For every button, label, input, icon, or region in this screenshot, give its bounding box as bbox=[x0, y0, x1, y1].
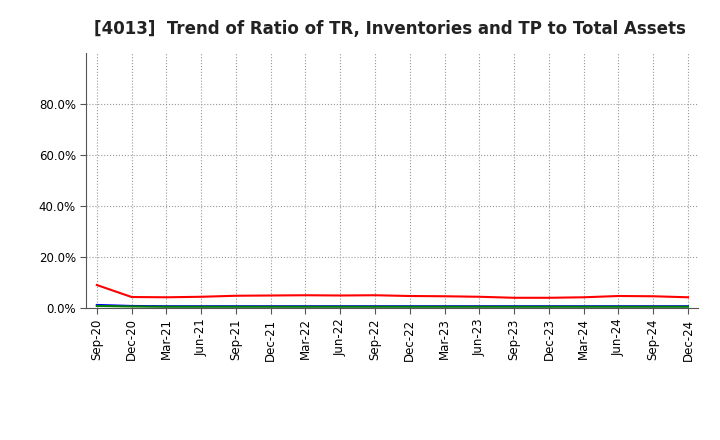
Trade Payables bbox=[92, 303, 101, 308]
Trade Receivables bbox=[127, 294, 136, 300]
Trade Payables bbox=[544, 304, 553, 309]
Inventories bbox=[371, 304, 379, 309]
Inventories bbox=[162, 304, 171, 309]
Trade Payables bbox=[162, 304, 171, 309]
Inventories bbox=[544, 304, 553, 309]
Trade Payables bbox=[336, 304, 345, 309]
Inventories bbox=[266, 304, 275, 309]
Trade Receivables bbox=[336, 293, 345, 298]
Line: Trade Receivables: Trade Receivables bbox=[96, 285, 688, 298]
Inventories bbox=[614, 304, 623, 309]
Inventories bbox=[301, 304, 310, 309]
Trade Payables bbox=[684, 304, 693, 309]
Trade Receivables bbox=[301, 293, 310, 298]
Trade Payables bbox=[614, 304, 623, 309]
Trade Receivables bbox=[232, 293, 240, 298]
Trade Receivables bbox=[649, 293, 657, 299]
Trade Receivables bbox=[266, 293, 275, 298]
Inventories bbox=[92, 302, 101, 308]
Trade Receivables bbox=[371, 293, 379, 298]
Trade Receivables bbox=[614, 293, 623, 299]
Trade Payables bbox=[580, 304, 588, 309]
Trade Receivables bbox=[544, 295, 553, 301]
Trade Payables bbox=[371, 304, 379, 309]
Trade Payables bbox=[440, 304, 449, 309]
Inventories bbox=[580, 304, 588, 309]
Line: Inventories: Inventories bbox=[96, 305, 688, 306]
Trade Payables bbox=[266, 304, 275, 309]
Inventories bbox=[232, 304, 240, 309]
Trade Payables bbox=[127, 304, 136, 309]
Trade Receivables bbox=[197, 294, 205, 299]
Trade Receivables bbox=[510, 295, 518, 301]
Inventories bbox=[197, 304, 205, 309]
Trade Receivables bbox=[475, 294, 484, 299]
Trade Receivables bbox=[440, 293, 449, 299]
Inventories bbox=[127, 303, 136, 308]
Inventories bbox=[649, 304, 657, 309]
Trade Payables bbox=[510, 304, 518, 309]
Trade Receivables bbox=[684, 295, 693, 300]
Trade Receivables bbox=[92, 282, 101, 288]
Inventories bbox=[684, 304, 693, 309]
Trade Payables bbox=[301, 304, 310, 309]
Trade Receivables bbox=[580, 295, 588, 300]
Trade Receivables bbox=[162, 295, 171, 300]
Trade Payables bbox=[197, 304, 205, 309]
Line: Trade Payables: Trade Payables bbox=[96, 306, 688, 307]
Trade Receivables bbox=[405, 293, 414, 299]
Inventories bbox=[440, 304, 449, 309]
Text: [4013]  Trend of Ratio of TR, Inventories and TP to Total Assets: [4013] Trend of Ratio of TR, Inventories… bbox=[94, 20, 685, 38]
Trade Payables bbox=[405, 304, 414, 309]
Trade Payables bbox=[475, 304, 484, 309]
Inventories bbox=[336, 304, 345, 309]
Inventories bbox=[475, 304, 484, 309]
Inventories bbox=[510, 304, 518, 309]
Trade Payables bbox=[232, 304, 240, 309]
Trade Payables bbox=[649, 304, 657, 309]
Inventories bbox=[405, 304, 414, 309]
